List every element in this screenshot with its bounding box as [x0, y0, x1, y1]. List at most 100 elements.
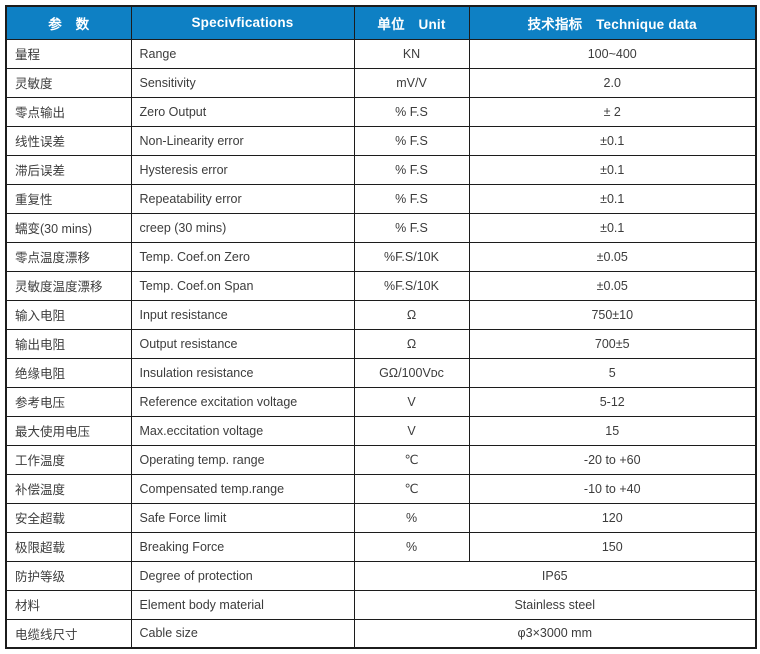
param-cell-en: creep (30 mins) — [130, 212, 355, 243]
unit-cell: % — [353, 531, 470, 562]
param-cell-en: Input resistance — [130, 299, 355, 330]
param-cell-cn: 极限超载 — [5, 531, 132, 562]
unit-cell: % F.S — [353, 154, 470, 185]
table-row: 输出电阻 Output resistance Ω 700±5 — [5, 328, 757, 359]
unit-cell: GΩ/100Vᴅᴄ — [353, 357, 470, 388]
param-cell-en: Non-Linearity error — [130, 125, 355, 156]
table-row: 重复性 Repeatability error% F.S ±0.1 — [5, 183, 757, 214]
value-cell: 100~400 — [468, 38, 757, 69]
table-row: 电缆线尺寸 Cable size φ3×3000 mm — [5, 618, 757, 649]
param-cell-cn: 零点温度漂移 — [5, 241, 132, 272]
param-cell-cn: 参考电压 — [5, 386, 132, 417]
header-technique-data: 技术指标 Technique data — [468, 5, 757, 40]
param-cell-cn: 输出电阻 — [5, 328, 132, 359]
spec-table-body: 量程 Range KN 100~400 灵敏度 Sensitivity mV/V 2.0 零点输… — [5, 38, 757, 649]
value-cell: -10 to +40 — [468, 473, 757, 504]
value-cell: 750±10 — [468, 299, 757, 330]
table-row: 灵敏度温度漂移 Temp. Coef.on Span %F.S/10K ±0.05 — [5, 270, 757, 301]
unit-cell: %F.S/10K — [353, 270, 470, 301]
unit-cell: % F.S — [353, 96, 470, 127]
param-cell-en: Breaking Force — [130, 531, 355, 562]
param-cell-cn: 重复性 — [5, 183, 132, 214]
unit-cell: V — [353, 386, 470, 417]
table-row: 灵敏度 Sensitivity mV/V 2.0 — [5, 67, 757, 98]
param-cell-cn: 防护等级 — [5, 560, 132, 591]
param-cell-en: Zero Output — [130, 96, 355, 127]
value-cell: 120 — [468, 502, 757, 533]
unit-cell: V — [353, 415, 470, 446]
unit-cell: mV/V — [353, 67, 470, 98]
param-cell-en: Sensitivity — [130, 67, 355, 98]
param-cell-cn: 安全超载 — [5, 502, 132, 533]
value-cell-merged: φ3×3000 mm — [353, 618, 757, 649]
value-cell: ±0.1 — [468, 212, 757, 243]
table-row: 参考电压 Reference excitation voltage V 5-12 — [5, 386, 757, 417]
param-cell-en: Cable size — [130, 618, 355, 649]
value-cell: 150 — [468, 531, 757, 562]
table-row: 滞后误差 Hysteresis error% F.S ±0.1 — [5, 154, 757, 185]
param-cell-cn: 绝缘电阻 — [5, 357, 132, 388]
param-cell-cn: 灵敏度 — [5, 67, 132, 98]
param-cell-en: Output resistance — [130, 328, 355, 359]
table-row: 安全超载 Safe Force limit% 120 — [5, 502, 757, 533]
table-row: 零点温度漂移 Temp. Coef.on Zero %F.S/10K ±0.05 — [5, 241, 757, 272]
table-row: 蠕变(30 mins) creep (30 mins)% F.S ±0.1 — [5, 212, 757, 243]
table-row: 输入电阻 Input resistance Ω 750±10 — [5, 299, 757, 330]
table-row: 绝缘电阻 Insulation resistance GΩ/100Vᴅᴄ 5 — [5, 357, 757, 388]
param-cell-en: Element body material — [130, 589, 355, 620]
header-unit: 单位 Unit — [353, 5, 470, 40]
value-cell: ±0.05 — [468, 241, 757, 272]
param-cell-cn: 工作温度 — [5, 444, 132, 475]
value-cell: 5 — [468, 357, 757, 388]
unit-cell: % F.S — [353, 212, 470, 243]
table-row: 防护等级 Degree of protection IP65 — [5, 560, 757, 591]
value-cell: -20 to +60 — [468, 444, 757, 475]
param-cell-cn: 零点输出 — [5, 96, 132, 127]
param-cell-en: Compensated temp.range — [130, 473, 355, 504]
param-cell-en: Range — [130, 38, 355, 69]
value-cell: 2.0 — [468, 67, 757, 98]
value-cell: ±0.1 — [468, 183, 757, 214]
table-row: 最大使用电压 Max.eccitation voltage V 15 — [5, 415, 757, 446]
param-cell-cn: 材料 — [5, 589, 132, 620]
unit-cell: % — [353, 502, 470, 533]
param-cell-cn: 滞后误差 — [5, 154, 132, 185]
unit-cell: Ω — [353, 299, 470, 330]
param-cell-cn: 电缆线尺寸 — [5, 618, 132, 649]
unit-cell: Ω — [353, 328, 470, 359]
value-cell: ± 2 — [468, 96, 757, 127]
value-cell: ±0.1 — [468, 125, 757, 156]
header-parameter: 参 数 — [5, 5, 132, 40]
value-cell: 15 — [468, 415, 757, 446]
param-cell-en: Max.eccitation voltage — [130, 415, 355, 446]
param-cell-en: Degree of protection — [130, 560, 355, 591]
unit-cell: KN — [353, 38, 470, 69]
param-cell-en: Hysteresis error — [130, 154, 355, 185]
unit-cell: ℃ — [353, 473, 470, 504]
unit-cell: % F.S — [353, 183, 470, 214]
table-row: 线性误差 Non-Linearity error% F.S ±0.1 — [5, 125, 757, 156]
param-cell-en: Temp. Coef.on Zero — [130, 241, 355, 272]
spec-table: 参 数 Specivfications 单位 Unit 技术指标 Techniq… — [5, 5, 757, 649]
value-cell: ±0.05 — [468, 270, 757, 301]
param-cell-en: Safe Force limit — [130, 502, 355, 533]
unit-cell: %F.S/10K — [353, 241, 470, 272]
unit-cell: ℃ — [353, 444, 470, 475]
value-cell: 700±5 — [468, 328, 757, 359]
param-cell-en: Temp. Coef.on Span — [130, 270, 355, 301]
value-cell: ±0.1 — [468, 154, 757, 185]
table-row: 极限超载 Breaking Force% 150 — [5, 531, 757, 562]
param-cell-en: Repeatability error — [130, 183, 355, 214]
table-row: 量程 Range KN 100~400 — [5, 38, 757, 69]
param-cell-cn: 最大使用电压 — [5, 415, 132, 446]
unit-cell: % F.S — [353, 125, 470, 156]
value-cell-merged: Stainless steel — [353, 589, 757, 620]
param-cell-cn: 补偿温度 — [5, 473, 132, 504]
param-cell-cn: 灵敏度温度漂移 — [5, 270, 132, 301]
param-cell-cn: 线性误差 — [5, 125, 132, 156]
header-row: 参 数 Specivfications 单位 Unit 技术指标 Techniq… — [5, 5, 757, 40]
value-cell-merged: IP65 — [353, 560, 757, 591]
table-row: 补偿温度 Compensated temp.range ℃ -10 to +40 — [5, 473, 757, 504]
param-cell-en: Operating temp. range — [130, 444, 355, 475]
